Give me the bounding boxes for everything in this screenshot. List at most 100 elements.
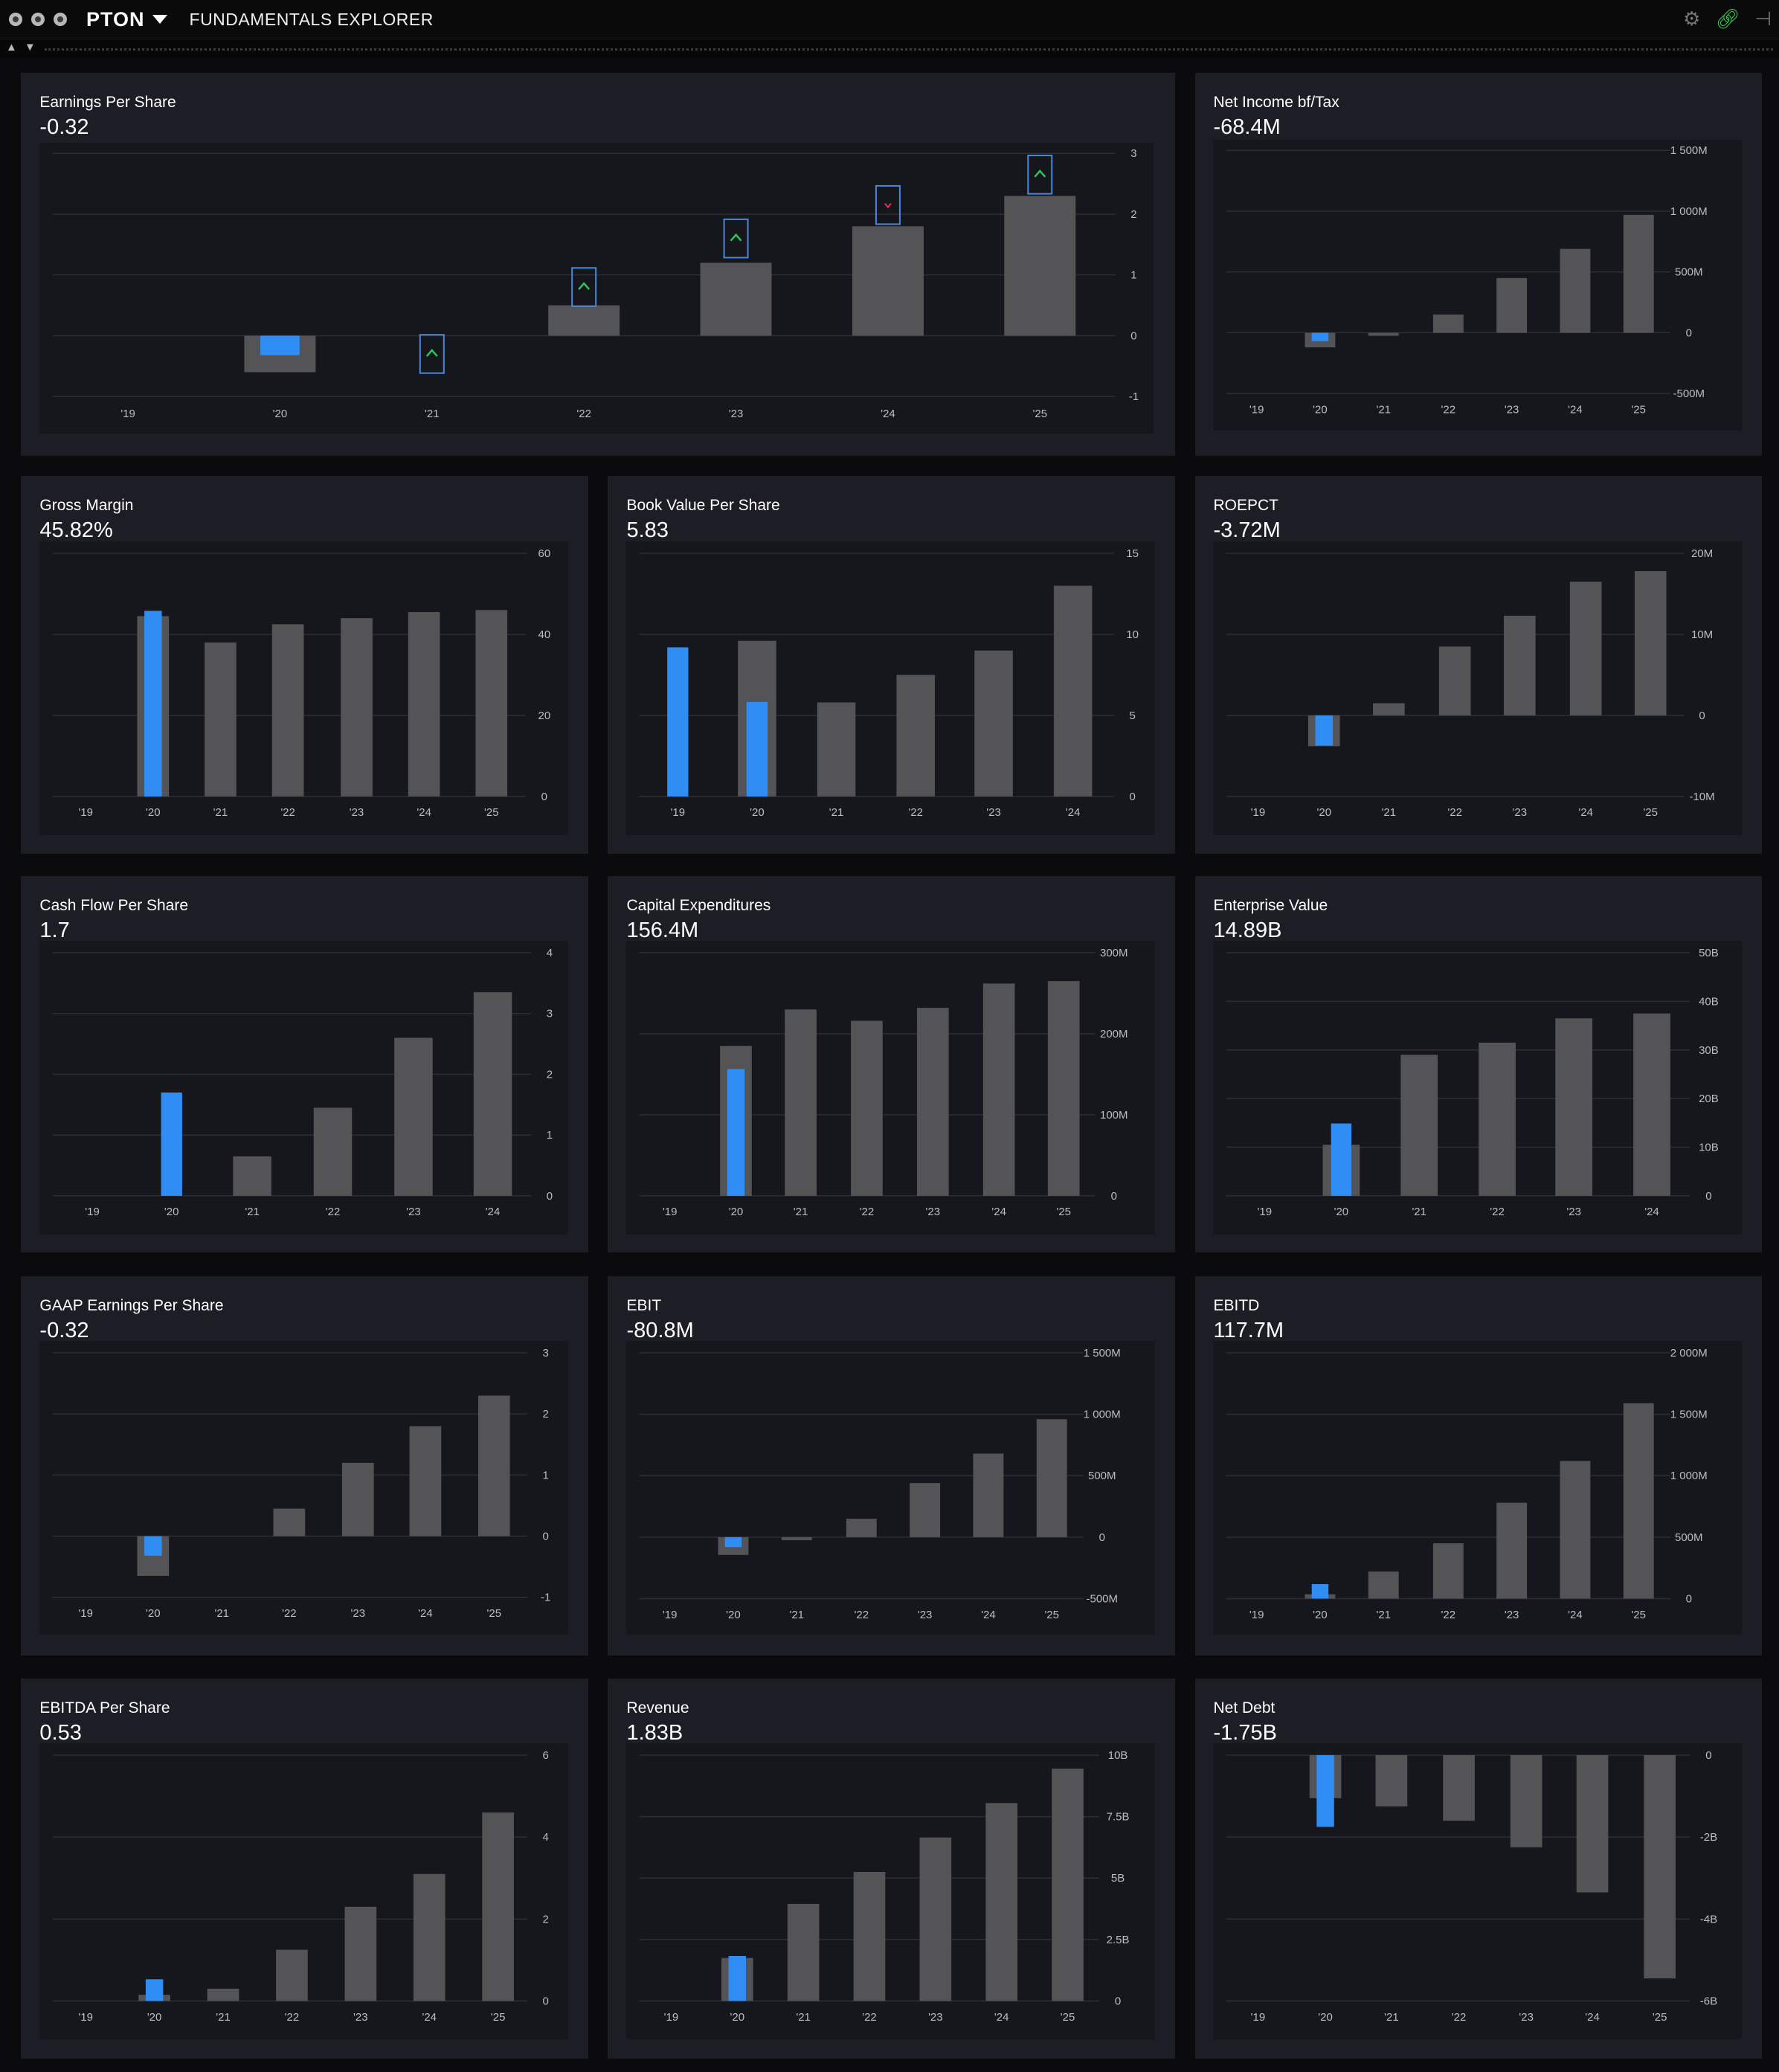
y-tick-label: 10: [1127, 628, 1139, 641]
x-tick-label: '23: [1567, 1206, 1582, 1218]
chart-bvps[interactable]: 15 10 5 0 '19 '20 '21 '22 '23 '24: [626, 541, 1156, 835]
x-tick-label: '25: [1632, 1609, 1647, 1621]
bar: [1624, 215, 1655, 333]
chart-gross-margin[interactable]: 60 40 20 0 '19 '20 '21 '22 '23 '24 '25: [39, 541, 569, 835]
panel-gaap-eps[interactable]: GAAP Earnings Per Share -0.32 3 2 1 0 -1 '19 '20…: [21, 1276, 588, 1656]
bar: [341, 618, 373, 797]
x-tick-label: '24: [1569, 404, 1583, 416]
chart-ev[interactable]: 50B 40B 30B 20B 10B 0 '19 '20 '21 '22 '23 '24: [1213, 941, 1743, 1235]
bar: [983, 983, 1015, 1196]
panel-eps[interactable]: Earnings Per Share -0.32 3 2 1 0 -1 '19 '20 '21 '2…: [21, 72, 1175, 456]
panel-ebit[interactable]: EBIT -80.8M 1 500M 1 000M 500M 0 -500M '19 '20 '2…: [608, 1276, 1175, 1656]
link-icon[interactable]: 🔗︎: [1715, 7, 1740, 30]
bar: [409, 1426, 442, 1537]
panel-value: 45.82%: [39, 518, 113, 542]
x-tick-label: '25: [484, 807, 499, 820]
settings-icon[interactable]: ⚙: [1683, 7, 1701, 30]
y-tick-label: 300M: [1100, 947, 1128, 959]
bar: [910, 1483, 941, 1538]
y-tick-label: 1: [543, 1470, 549, 1482]
ticker-symbol[interactable]: PTON: [86, 7, 145, 30]
y-tick-label: -500M: [1087, 1593, 1119, 1606]
bar: [1496, 1503, 1528, 1599]
x-tick-label: '20: [164, 1206, 179, 1218]
x-tick-label: '24: [422, 2010, 437, 2023]
panel-cfps[interactable]: Cash Flow Per Share 1.7 4 3 2 1 0 '19 '20 '21 '22 '…: [21, 876, 588, 1253]
x-tick-label: '24: [992, 1206, 1007, 1218]
bar: [1633, 1013, 1671, 1196]
chart-revenue[interactable]: 10B 7.5B 5B 2.5B 0 '19 '20 '21 '22 '23 '24 '25: [626, 1743, 1156, 2039]
chevron-down-icon[interactable]: [152, 15, 167, 24]
x-tick-label: '21: [1377, 1609, 1392, 1621]
x-tick-label: '21: [790, 1609, 805, 1621]
x-tick-label: '25: [487, 1607, 502, 1620]
expand-collapse-icon[interactable]: ▲▼: [6, 41, 43, 54]
y-tick-label: 0: [1686, 327, 1692, 340]
panel-title: Cash Flow Per Share: [39, 897, 189, 914]
panel-net-income[interactable]: Net Income bf/Tax -68.4M 1 500M 1 000M 500M 0…: [1194, 72, 1762, 456]
panel-title: Capital Expenditures: [626, 897, 771, 914]
chart-svg: 20M 10M 0 -10M '19 '20 '21 '22 '23 '24 '25: [1226, 547, 1715, 820]
bar: [1054, 586, 1093, 797]
y-tick-label: 0: [1130, 791, 1136, 803]
panel-title: Enterprise Value: [1213, 897, 1328, 914]
panel-value: -0.32: [39, 1319, 89, 1343]
panel-gross-margin[interactable]: Gross Margin 45.82% 60 40 20 0 '19 '20 '21 '22 '23…: [21, 475, 588, 854]
maximize-icon[interactable]: [54, 13, 67, 26]
chart-gaap-eps[interactable]: 3 2 1 0 -1 '19 '20 '21 '22 '23 '24 '25: [39, 1341, 569, 1635]
x-tick-label: '24: [1579, 807, 1594, 820]
chart-cfps[interactable]: 4 3 2 1 0 '19 '20 '21 '22 '23 '24: [39, 941, 569, 1235]
arrow-up-icon: [426, 348, 439, 357]
panel-net-debt[interactable]: Net Debt -1.75B 0 -2B -4B -6B '19 '20 '21 '22 '23 '…: [1194, 1678, 1762, 2059]
chart-ebitda-ps[interactable]: 6 4 2 0 '19 '20 '21 '22 '23 '24 '25: [39, 1743, 569, 2039]
panel-value: 156.4M: [626, 918, 699, 942]
x-tick-label: '20: [1317, 807, 1332, 820]
chart-svg: 60 40 20 0 '19 '20 '21 '22 '23 '24 '25: [53, 547, 551, 820]
bar: [478, 1395, 510, 1537]
panel-value: -3.72M: [1213, 518, 1281, 542]
chart-svg: 300M 200M 100M 0 '19 '20 '21 '22 '23 '24 '25: [640, 947, 1128, 1218]
chart-net-debt[interactable]: 0 -2B -4B -6B '19 '20 '21 '22 '23 '24 '25: [1213, 1743, 1743, 2039]
pin-icon[interactable]: ⊣: [1754, 7, 1772, 30]
x-tick-label: '22: [577, 408, 592, 420]
panel-value: 0.53: [39, 1720, 82, 1745]
close-icon[interactable]: [9, 13, 22, 26]
y-tick-label: 40: [538, 628, 551, 641]
panel-ev[interactable]: Enterprise Value 14.89B 50B 40B 30B 20B 10B 0 '1…: [1194, 876, 1762, 1253]
chart-svg: 3 2 1 0 -1 '19 '20 '21 '22 '23 '24 '25: [53, 1347, 551, 1620]
panel-revenue[interactable]: Revenue 1.83B 10B 7.5B 5B 2.5B 0 '19 '20 '21 '22 '2…: [608, 1678, 1175, 2059]
chart-ebit[interactable]: 1 500M 1 000M 500M 0 -500M '19 '20 '21 '22 '23 '24…: [626, 1341, 1156, 1635]
panel-value: -68.4M: [1213, 115, 1281, 139]
panel-title: EBITD: [1213, 1297, 1260, 1315]
panel-title: Gross Margin: [39, 496, 134, 514]
chart-net-income[interactable]: 1 500M 1 000M 500M 0 -500M '19 '20 '21 '22 '23 '24…: [1213, 140, 1743, 431]
x-tick-label: '20: [750, 807, 765, 820]
x-tick-label: '21: [215, 1607, 230, 1620]
x-tick-label: '24: [1586, 2010, 1601, 2023]
x-tick-label: '19: [1251, 2010, 1266, 2023]
panel-capex[interactable]: Capital Expenditures 156.4M 300M 200M 100M 0 '…: [608, 876, 1175, 1253]
panel-ebitda-ps[interactable]: EBITDA Per Share 0.53 6 4 2 0 '19 '20 '21 '22 '23 '…: [21, 1678, 588, 2059]
chart-capex[interactable]: 300M 200M 100M 0 '19 '20 '21 '22 '23 '24 '25: [626, 941, 1156, 1235]
panel-bvps[interactable]: Book Value Per Share 5.83 15 10 5 0 '19 '20 '21 '…: [608, 475, 1175, 854]
minimize-icon[interactable]: [31, 13, 45, 26]
chart-roepct[interactable]: 20M 10M 0 -10M '19 '20 '21 '22 '23 '24 '25: [1213, 541, 1743, 835]
chart-ebitd[interactable]: 2 000M 1 500M 1 000M 500M 0 '19 '20 '21 '22 '23 '2…: [1213, 1341, 1743, 1635]
x-tick-label: '23: [1513, 807, 1528, 820]
bar: [1479, 1043, 1516, 1196]
y-tick-label: -10M: [1690, 791, 1715, 803]
y-tick-label: 50B: [1699, 947, 1719, 959]
bar: [1037, 1419, 1068, 1538]
panel-value: 5.83: [626, 518, 669, 542]
bar: [233, 1156, 272, 1196]
x-tick-label: '20: [729, 1206, 744, 1218]
x-tick-label: '24: [981, 1609, 996, 1621]
x-tick-label: '21: [1412, 1206, 1427, 1218]
bar: [1555, 1018, 1593, 1196]
chart-eps[interactable]: 3 2 1 0 -1 '19 '20 '21 '22 '23 '24 '25: [39, 142, 1154, 434]
panel-ebitd[interactable]: EBITD 117.7M 2 000M 1 500M 1 000M 500M 0 '19 '20…: [1194, 1276, 1762, 1656]
y-tick-label: -6B: [1700, 1995, 1717, 2007]
panel-roepct[interactable]: ROEPCT -3.72M 20M 10M 0 -10M '19 '20 '21 '22 '23 '2…: [1194, 475, 1762, 854]
x-tick-label: '19: [663, 1609, 678, 1621]
panel-title: EBITDA Per Share: [39, 1699, 170, 1717]
